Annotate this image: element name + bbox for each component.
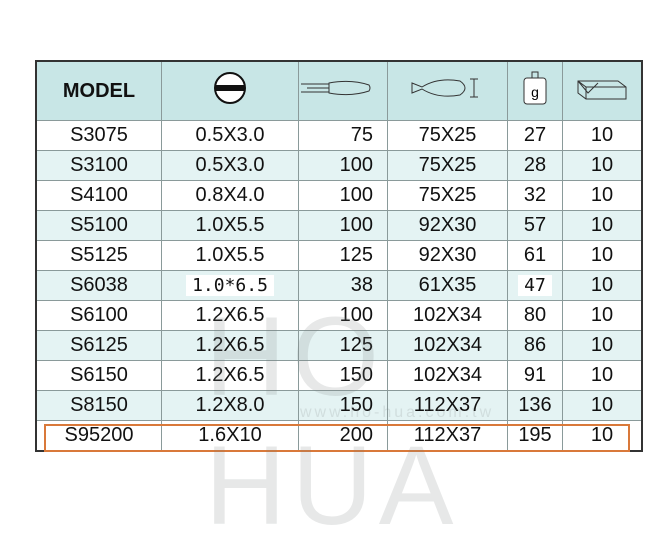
cell: 86 (507, 330, 563, 361)
cell: 0.8X4.0 (161, 180, 299, 211)
data-row: S6038 1.0*6.5 38 61X35 47 10 (35, 270, 643, 301)
cell: 1.2X6.5 (161, 360, 299, 391)
cell: S8150 (35, 390, 162, 421)
box-symbol (577, 80, 627, 100)
cell: 75 (298, 120, 388, 151)
cell: 80 (507, 300, 563, 331)
cell: 91 (507, 360, 563, 391)
model-header: MODEL (35, 60, 162, 121)
cell: S6038 (35, 270, 162, 301)
cell: S3100 (35, 150, 162, 181)
cell: 10 (562, 300, 643, 331)
cell: 100 (298, 180, 388, 211)
boxed-value: 47 (518, 275, 552, 296)
handle-icon (387, 60, 508, 121)
cell: 75X25 (387, 150, 508, 181)
cell: 125 (298, 330, 388, 361)
page: MODEL g S3075 0.5X3.0 75 75X25 27 10 S3100 0.5X… (35, 60, 643, 548)
weight-unit: g (531, 84, 539, 100)
cell: 1.2X6.5 (161, 300, 299, 331)
cell: 112X37 (387, 390, 508, 421)
cell: 10 (562, 390, 643, 421)
cell: 150 (298, 360, 388, 391)
highlight-frame (44, 424, 630, 452)
cell: 28 (507, 150, 563, 181)
spec-table: MODEL g S3075 0.5X3.0 75 75X25 27 10 S3100 0.5X… (35, 60, 643, 452)
cell: 100 (298, 150, 388, 181)
header-row: MODEL g (35, 60, 643, 121)
box-icon (562, 60, 643, 121)
cell: 1.2X6.5 (161, 330, 299, 361)
cell: 10 (562, 270, 643, 301)
cell: 1.0X5.5 (161, 210, 299, 241)
data-row: S6125 1.2X6.5 125 102X34 86 10 (35, 330, 643, 361)
cell: 1.2X8.0 (161, 390, 299, 421)
cell: 92X30 (387, 210, 508, 241)
data-row: S4100 0.8X4.0 100 75X25 32 10 (35, 180, 643, 211)
cell: 57 (507, 210, 563, 241)
handle-symbol (411, 78, 478, 98)
cell: 10 (562, 360, 643, 391)
cell: 1.0*6.5 (161, 270, 299, 301)
cell: 27 (507, 120, 563, 151)
weight-icon: g (507, 60, 563, 121)
cell: 10 (562, 180, 643, 211)
tip-icon (161, 60, 299, 121)
cell: 10 (562, 330, 643, 361)
cell: 125 (298, 240, 388, 271)
cell: S6125 (35, 330, 162, 361)
cell: S3075 (35, 120, 162, 151)
cell: S5125 (35, 240, 162, 271)
cell: 10 (562, 210, 643, 241)
data-row: S3075 0.5X3.0 75 75X25 27 10 (35, 120, 643, 151)
cell: 75X25 (387, 120, 508, 151)
cell: 1.0X5.5 (161, 240, 299, 271)
cell: 61X35 (387, 270, 508, 301)
length-icon (298, 60, 388, 121)
data-row: S3100 0.5X3.0 100 75X25 28 10 (35, 150, 643, 181)
cell: 102X34 (387, 330, 508, 361)
boxed-value: 1.0*6.5 (186, 275, 274, 296)
cell: 150 (298, 390, 388, 421)
data-row: S5125 1.0X5.5 125 92X30 61 10 (35, 240, 643, 271)
cell: 75X25 (387, 180, 508, 211)
cell: 92X30 (387, 240, 508, 271)
data-row: S6100 1.2X6.5 100 102X34 80 10 (35, 300, 643, 331)
data-row: S5100 1.0X5.5 100 92X30 57 10 (35, 210, 643, 241)
cell: S4100 (35, 180, 162, 211)
data-row: S8150 1.2X8.0 150 112X37 136 10 (35, 390, 643, 421)
data-row: S6150 1.2X6.5 150 102X34 91 10 (35, 360, 643, 391)
cell: 61 (507, 240, 563, 271)
cell: 102X34 (387, 360, 508, 391)
cell: 38 (298, 270, 388, 301)
blade-symbol (301, 80, 371, 96)
cell: 47 (507, 270, 563, 301)
cell: 100 (298, 210, 388, 241)
cell: 102X34 (387, 300, 508, 331)
tip-symbol (214, 72, 246, 104)
cell: S6100 (35, 300, 162, 331)
cell: S5100 (35, 210, 162, 241)
cell: 136 (507, 390, 563, 421)
cell: 0.5X3.0 (161, 120, 299, 151)
cell: 10 (562, 240, 643, 271)
cell: 10 (562, 150, 643, 181)
cell: 0.5X3.0 (161, 150, 299, 181)
cell: 10 (562, 120, 643, 151)
cell: 100 (298, 300, 388, 331)
weight-symbol: g (523, 71, 547, 105)
cell: S6150 (35, 360, 162, 391)
cell: 32 (507, 180, 563, 211)
